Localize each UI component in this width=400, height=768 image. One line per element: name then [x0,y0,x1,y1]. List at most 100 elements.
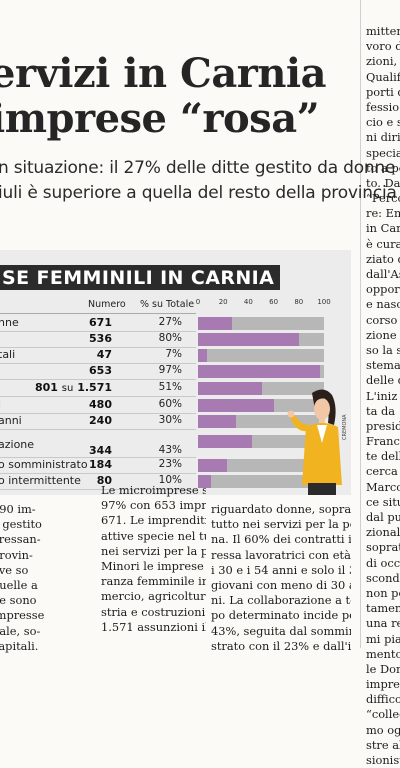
text-line: ce situ [366,494,400,509]
row-percent: 10% [158,474,182,486]
text-line: to. Da [366,175,400,190]
text-line: provin- [0,547,33,562]
article-column-3: riguardato donne, soprat-tutto nei servi… [211,502,351,654]
text-line: “Perco [366,191,400,206]
text-line: L'iniz [366,388,398,403]
text-line: ranza femminile in com- [101,574,206,589]
row-label: anni [0,414,22,427]
article-column-2: Le microimprese sono il97% con 653 impre… [101,483,206,635]
text-line: nale, so- [0,623,41,638]
row-separator [0,396,196,397]
row-separator [0,347,196,348]
bar [198,365,321,378]
text-line: dall'As [366,267,400,281]
text-line: “colleg [366,707,400,722]
text-line: e gestito [0,517,42,532]
text-line: zional [366,525,400,540]
text-line: 671. Le imprenditrici sono [101,513,206,528]
text-line: zioni, [366,54,398,69]
text-line: 490 im- [0,502,36,516]
row-label: o intermittente [0,474,81,487]
bar-chart: 0 20 40 60 80 100 [196,298,334,494]
row-number: 80 [96,474,112,487]
row-label: azione [0,438,35,451]
bar-track [198,475,324,488]
text-line: ta da [366,403,396,418]
text-line: ile sono [0,593,37,608]
bar [198,317,233,330]
text-line: to a pe [366,160,400,175]
text-line: te dell' [366,449,400,464]
text-line: mo ogn [366,722,400,737]
row-number: 536 [89,332,112,345]
subheadline-line-2: iuli è superiore a quella del resto dell… [0,183,397,203]
text-line: opport [366,282,400,297]
text-line: mitten [366,24,400,38]
text-line: capitali. [0,638,39,653]
text-line: Marco [366,479,400,494]
text-line: fessio [366,99,400,114]
text-line: tamen [366,601,400,616]
column-divider [360,0,361,648]
row-percent: 30% [158,414,182,426]
text-line: po determinato incide per il [211,608,351,623]
text-line: di occu [366,555,400,570]
text-line: le Don [366,661,400,676]
row-number: 240 [89,414,112,427]
text-line: ziato d [366,251,400,266]
text-line: re: Em [366,206,400,221]
header-percent: % su Totale [140,299,195,310]
row-label: i [0,398,1,411]
text-line: zione c [366,327,400,342]
bar [198,475,211,488]
row-number-part: 801 [34,381,58,394]
text-line: impresse [0,608,45,623]
row-percent: 43% [158,444,182,456]
text-line: riguardato donne, soprat- [211,502,351,516]
row-separator [0,457,196,458]
text-line: voro do [366,39,400,54]
text-line: i 30 e i 54 anni e solo il 30% [211,562,351,577]
text-line: ni. La collaborazione a tem- [211,593,351,608]
text-line: 43%, seguita dal sommini- [211,623,351,638]
text-line: so la se [366,342,400,357]
row-separator [0,363,196,364]
text-line: eressan- [0,532,41,547]
text-line: mi pia [366,631,400,646]
text-line: porti d [366,84,400,99]
bar-track [198,459,324,472]
text-line: giovani con meno di 30 an- [211,577,351,592]
row-number: 184 [89,458,112,471]
text-line: delle d [366,373,400,388]
row-number: 47 [96,348,112,361]
text-line: attive specie nel turismo e [101,528,206,543]
text-line: Le microimprese sono il [101,483,206,497]
text-line: quelle a [0,577,38,592]
row-percent: 27% [158,316,182,328]
row-number: 344 [89,444,112,457]
axis-tick-label: 80 [294,298,304,306]
illustration-credit: CREMONA [342,414,348,440]
text-line: 1.571 assunzioni il 51% ha [101,619,206,634]
text-line: difficol [366,692,400,707]
row-number: 480 [89,398,112,411]
bar [198,399,274,412]
row-separator [0,379,196,380]
text-line: stema [366,358,400,373]
row-percent: 7% [165,348,182,360]
text-line: nei servizi per la persona. [101,543,206,558]
row-separator [0,489,196,490]
row-number: 653 [89,364,112,377]
row-percent: 97% [158,364,182,376]
row-percent: 51% [158,381,182,393]
bar [198,435,253,448]
text-line: dal pu [366,510,400,524]
text-line: stre all [366,737,400,752]
text-line: ressa lavoratrici con età fra [211,547,351,562]
text-line: sconde [366,570,400,585]
header-numero: Numero [88,299,126,310]
text-line: sionist [366,753,400,767]
text-line: presid [366,418,400,433]
text-line: special [366,145,400,160]
